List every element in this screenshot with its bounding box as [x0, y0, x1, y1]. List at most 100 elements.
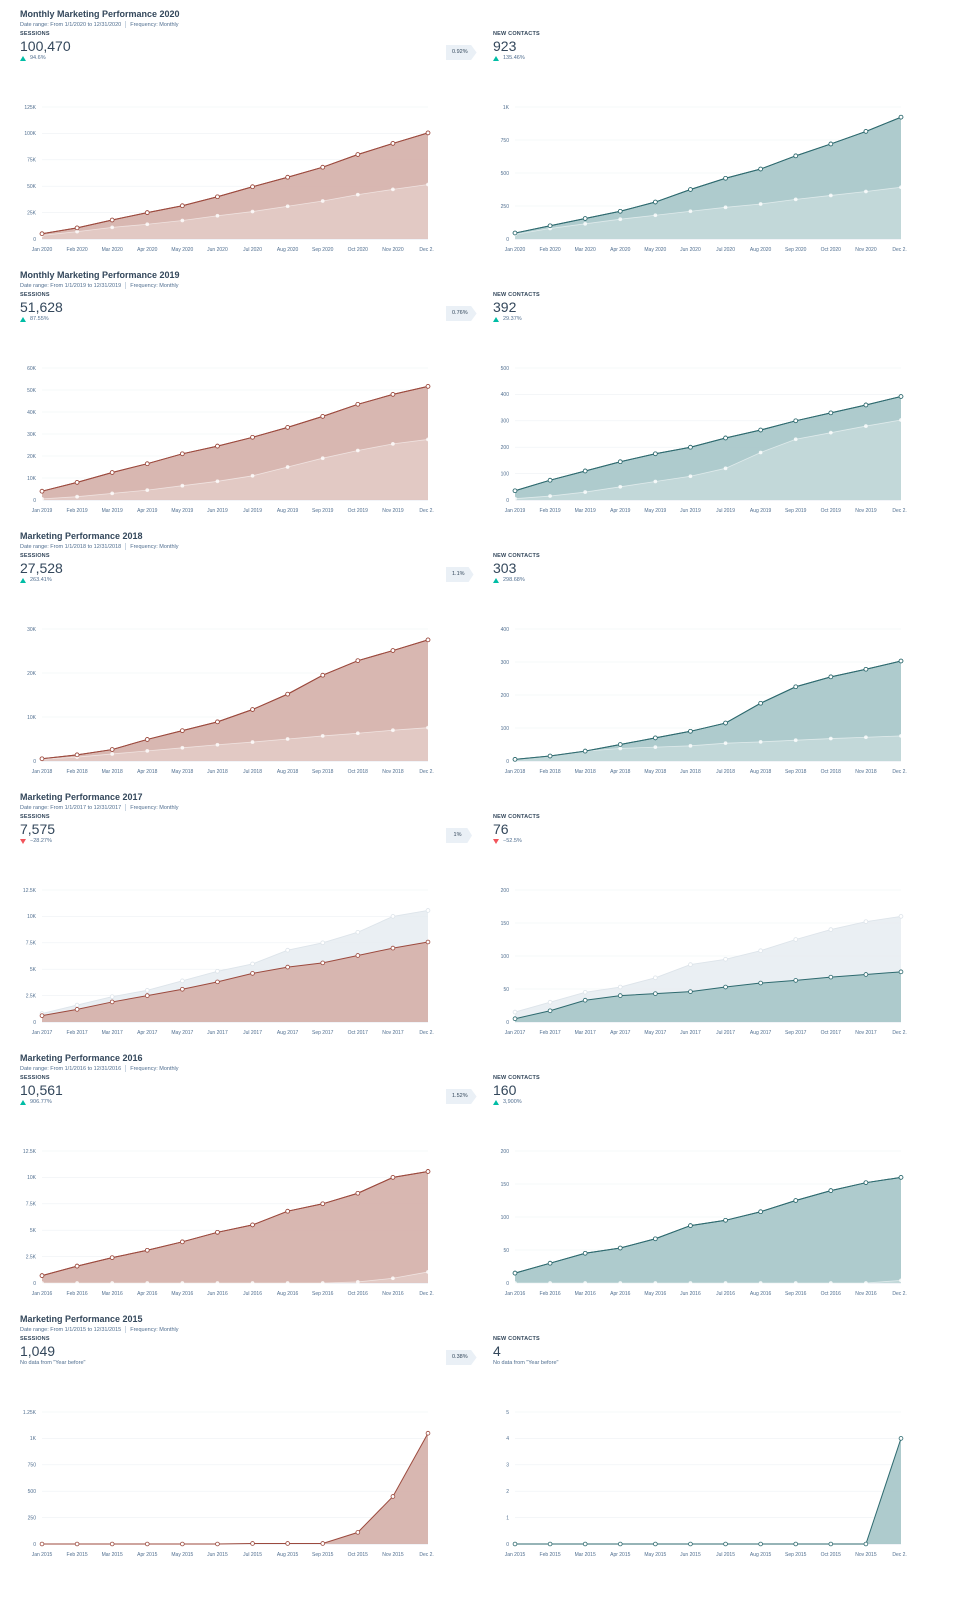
x-tick-label: Jun 2019: [680, 508, 701, 514]
prior-point: [512, 1009, 518, 1015]
x-tick-label: Dec 2...: [892, 1030, 907, 1036]
prior-point: [828, 927, 834, 932]
sessions-chart: 0 10K 20K 30K 40K 50K 60K Jan 2019 Feb 2019 Mar 2…: [27, 366, 434, 514]
x-tick-label: Oct 2015: [821, 1552, 842, 1558]
x-tick-label: Jun 2017: [680, 1030, 701, 1036]
kpi-value: 27,528: [20, 560, 63, 576]
x-tick-label: May 2019: [644, 508, 666, 514]
y-tick-label: 5K: [30, 1228, 37, 1234]
y-tick-label: 0: [506, 1020, 509, 1026]
kpi-change-text: 135.46%: [503, 55, 525, 61]
current-point: [758, 166, 763, 172]
x-tick-label: Dec 2...: [419, 508, 434, 514]
current-period-line: [41, 385, 429, 492]
current-period-line: [41, 639, 429, 760]
current-point: [547, 1008, 553, 1014]
x-tick-label: Jul 2019: [716, 508, 735, 514]
prior-point: [40, 1281, 44, 1285]
x-tick-label: Nov 2017: [855, 1030, 877, 1036]
current-point: [285, 1208, 290, 1214]
prior-point: [618, 217, 623, 222]
current-point: [758, 1541, 763, 1547]
current-point: [512, 230, 518, 236]
x-tick-label: Aug 2019: [277, 508, 299, 514]
x-tick-label: Feb 2018: [540, 769, 561, 775]
x-tick-label: Dec 2...: [892, 1552, 907, 1558]
prior-period-line: [515, 1279, 902, 1284]
prior-point: [391, 442, 395, 446]
x-tick-label: May 2018: [171, 769, 193, 775]
prior-point: [793, 937, 799, 942]
prior-point: [723, 741, 728, 746]
y-tick-label: 100: [501, 471, 510, 477]
x-tick-label: Sep 2015: [785, 1552, 807, 1558]
x-tick-label: Nov 2016: [855, 1291, 877, 1297]
prior-point: [285, 465, 290, 469]
x-tick-label: Aug 2018: [750, 769, 772, 775]
x-tick-label: May 2019: [171, 508, 193, 514]
report-meta: Date range: From 1/1/2016 to 12/31/2016 F…: [20, 1065, 179, 1072]
x-tick-label: Sep 2020: [785, 247, 807, 253]
current-point: [39, 1013, 45, 1018]
x-tick-label: Nov 2015: [382, 1552, 404, 1558]
x-tick-label: Feb 2020: [540, 247, 561, 253]
new-contacts-kpi: NEW CONTACTS 303 298.68%: [493, 553, 540, 583]
prior-point: [320, 1281, 325, 1285]
prior-point: [391, 1276, 395, 1281]
kpi-change: No data from "Year before": [493, 1360, 558, 1366]
prior-point: [110, 752, 115, 756]
prior-point: [548, 494, 552, 498]
frequency: Frequency: Monthly: [130, 543, 179, 550]
prior-point: [688, 209, 693, 214]
current-point: [250, 184, 255, 190]
trend-up-icon: [20, 1099, 26, 1105]
y-tick-label: 10K: [27, 914, 37, 920]
kpi-label: SESSIONS: [20, 1075, 50, 1081]
current-point: [512, 1270, 518, 1276]
x-tick-label: Nov 2020: [382, 247, 404, 253]
y-tick-label: 1K: [30, 1436, 37, 1442]
kpi-value: 7,575: [20, 821, 56, 837]
report-section: Marketing Performance 2015 Date range: F…: [0, 1310, 969, 1571]
y-tick-label: 100K: [24, 131, 36, 137]
prior-period-area: [515, 187, 901, 239]
kpi-value: 10,561: [20, 1082, 63, 1098]
report-meta: Date range: From 1/1/2019 to 12/31/2019 F…: [20, 282, 179, 289]
x-tick-label: Oct 2020: [348, 247, 369, 253]
current-point: [144, 210, 150, 215]
sessions-chart: 0 2.5K 5K 7.5K 10K 12.5K Jan 2017 Feb 2017 Mar 2…: [23, 888, 434, 1036]
x-tick-label: Aug 2015: [750, 1552, 772, 1558]
current-period-area: [515, 661, 901, 761]
x-tick-label: Dec 2...: [419, 1030, 434, 1036]
x-tick-label: Feb 2019: [67, 508, 88, 514]
current-period-line: [41, 132, 429, 235]
x-tick-label: Jan 2016: [32, 1291, 53, 1297]
current-point: [74, 225, 80, 231]
current-point: [582, 1541, 588, 1547]
y-tick-label: 500: [501, 171, 510, 177]
sessions-chart: 0 25K 50K 75K 100K 125K Jan 2020 Feb 2020 Mar 20…: [24, 105, 434, 253]
x-tick-label: Mar 2018: [575, 769, 596, 775]
prior-point: [758, 202, 763, 206]
prior-point: [40, 496, 44, 501]
x-tick-label: Apr 2017: [610, 1030, 631, 1036]
kpi-change: 135.46%: [493, 55, 540, 61]
trend-up-icon: [493, 316, 499, 322]
prior-point: [582, 990, 588, 995]
x-tick-label: Mar 2017: [102, 1030, 123, 1036]
current-point: [758, 980, 763, 986]
current-point: [863, 402, 869, 408]
x-tick-label: Jun 2020: [207, 247, 228, 253]
prior-point: [583, 1281, 588, 1285]
prior-point: [109, 994, 115, 999]
current-period-line: [41, 941, 429, 1017]
x-tick-label: Jul 2017: [243, 1030, 262, 1036]
prior-point: [618, 484, 623, 489]
x-tick-label: Sep 2019: [785, 508, 807, 514]
current-point: [828, 141, 834, 147]
kpi-label: NEW CONTACTS: [493, 814, 540, 820]
kpi-change: −52.5%: [493, 838, 540, 844]
report-title: Marketing Performance 2017: [20, 792, 143, 802]
x-tick-label: Dec 2...: [892, 769, 907, 775]
y-tick-label: 750: [501, 138, 510, 144]
